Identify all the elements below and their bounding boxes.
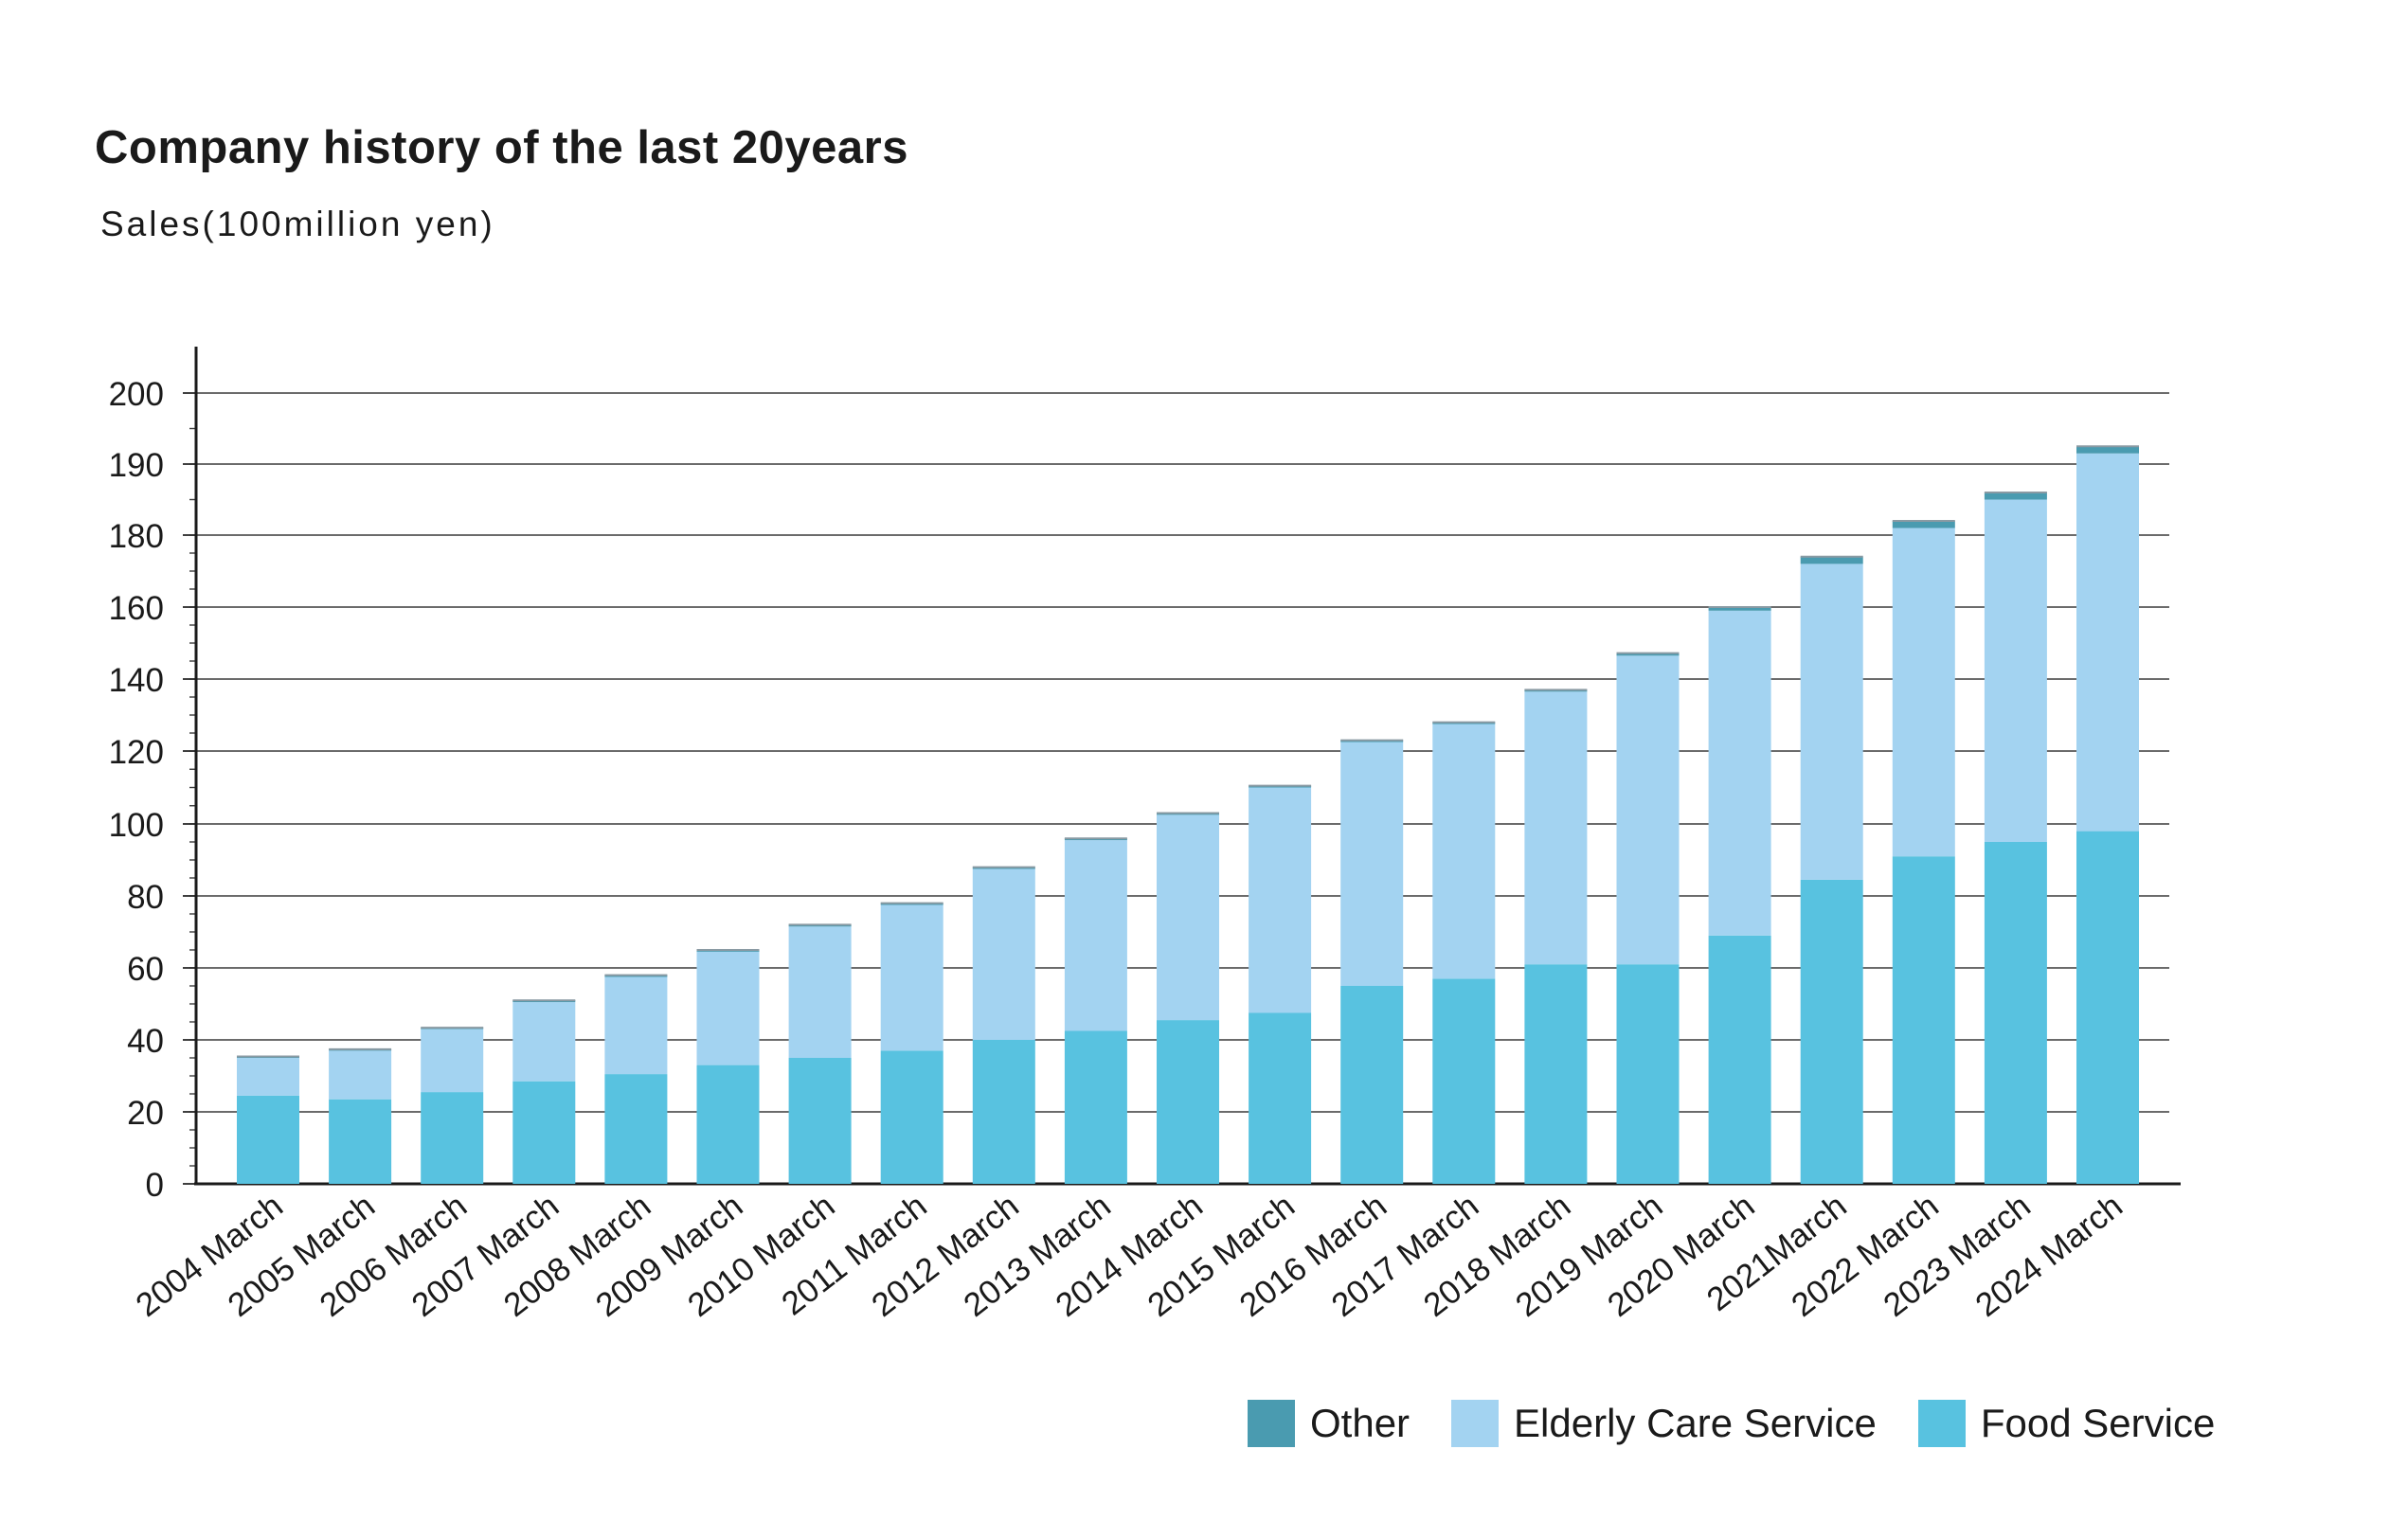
bar-elderly-care-service-6 <box>788 926 852 1058</box>
bar-food-service-0 <box>237 1095 299 1184</box>
bar-elderly-care-service-2 <box>421 1029 484 1093</box>
bar-elderly-care-service-8 <box>972 868 1035 1040</box>
bar-elderly-care-service-3 <box>512 1002 576 1082</box>
y-tick-label-120: 120 <box>109 734 164 771</box>
bar-food-service-11 <box>1249 1012 1312 1184</box>
bar-other-20 <box>2076 446 2139 454</box>
bar-elderly-care-service-10 <box>1157 814 1219 1021</box>
y-tick-label-190: 190 <box>109 447 164 484</box>
bar-food-service-2 <box>421 1092 484 1184</box>
legend-item-other: Other <box>1248 1400 1410 1447</box>
bar-elderly-care-service-20 <box>2076 453 2139 832</box>
chart-legend: Other Elderly Care Service Food Service <box>1248 1400 2215 1447</box>
bar-elderly-care-service-14 <box>1524 691 1588 965</box>
legend-label-other: Other <box>1310 1401 1411 1445</box>
bar-other-19 <box>1984 492 2047 500</box>
y-tick-label-100: 100 <box>109 807 164 844</box>
bar-other-16 <box>1708 607 1771 611</box>
bar-food-service-14 <box>1524 964 1588 1184</box>
chart-title: Company history of the last 20years <box>95 122 908 173</box>
bar-food-service-8 <box>972 1040 1035 1184</box>
bar-food-service-7 <box>880 1050 943 1184</box>
y-tick-label-180: 180 <box>109 518 164 555</box>
bar-elderly-care-service-19 <box>1984 499 2047 842</box>
bar-food-service-17 <box>1800 879 1863 1184</box>
legend-label-elderly-care-service: Elderly Care Service <box>1514 1401 1877 1445</box>
bar-food-service-15 <box>1616 964 1680 1184</box>
bar-elderly-care-service-9 <box>1064 840 1127 1031</box>
y-tick-label-140: 140 <box>109 662 164 699</box>
y-tick-label-0: 0 <box>146 1167 164 1204</box>
bar-elderly-care-service-5 <box>696 951 760 1065</box>
bar-elderly-care-service-18 <box>1892 528 1955 857</box>
bar-food-service-13 <box>1432 978 1496 1184</box>
bar-other-15 <box>1616 653 1680 656</box>
y-tick-label-20: 20 <box>127 1095 164 1132</box>
y-axis-unit-label: Sales(100million yen) <box>100 205 495 243</box>
bar-food-service-12 <box>1340 986 1404 1184</box>
bar-food-service-19 <box>1984 842 2047 1184</box>
legend-swatch-food-service <box>1917 1400 1966 1447</box>
y-tick-label-160: 160 <box>109 590 164 627</box>
bar-elderly-care-service-7 <box>880 904 943 1051</box>
bar-elderly-care-service-12 <box>1340 742 1404 986</box>
y-tick-label-200: 200 <box>109 376 164 413</box>
legend-label-food-service: Food Service <box>1980 1401 2216 1445</box>
bar-other-18 <box>1892 521 1955 528</box>
bar-food-service-1 <box>329 1099 392 1184</box>
bar-food-service-5 <box>696 1065 760 1184</box>
bar-elderly-care-service-15 <box>1616 655 1680 965</box>
y-tick-label-60: 60 <box>127 951 164 988</box>
bar-elderly-care-service-13 <box>1432 724 1496 979</box>
y-tick-label-80: 80 <box>127 879 164 916</box>
bar-food-service-3 <box>512 1081 576 1184</box>
legend-item-elderly-care-service: Elderly Care Service <box>1451 1400 1877 1447</box>
bar-elderly-care-service-0 <box>237 1058 299 1096</box>
legend-item-food-service: Food Service <box>1917 1400 2216 1447</box>
bar-elderly-care-service-17 <box>1800 564 1863 880</box>
bar-elderly-care-service-1 <box>329 1050 392 1100</box>
bar-elderly-care-service-11 <box>1249 787 1312 1013</box>
bar-elderly-care-service-4 <box>604 976 668 1075</box>
legend-swatch-other <box>1248 1400 1295 1447</box>
bar-food-service-18 <box>1892 856 1955 1184</box>
bar-food-service-20 <box>2076 831 2139 1184</box>
y-tick-label-40: 40 <box>127 1023 164 1060</box>
bar-elderly-care-service-16 <box>1708 610 1771 936</box>
bar-food-service-10 <box>1157 1020 1219 1184</box>
bar-food-service-6 <box>788 1058 852 1184</box>
bar-food-service-4 <box>604 1074 668 1184</box>
bar-food-service-9 <box>1064 1030 1127 1184</box>
legend-swatch-elderly-care-service <box>1451 1400 1500 1447</box>
bar-other-17 <box>1800 556 1863 564</box>
bar-food-service-16 <box>1708 935 1771 1184</box>
